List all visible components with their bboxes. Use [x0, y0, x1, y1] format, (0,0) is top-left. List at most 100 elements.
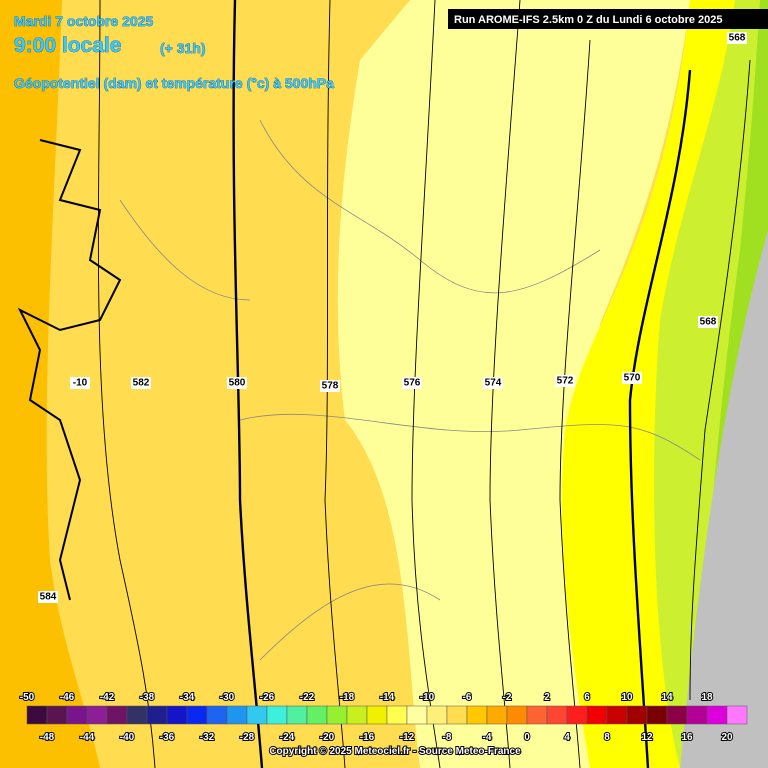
colorbar-label: -16 [360, 732, 375, 743]
colorbar-cell [666, 705, 688, 725]
colorbar-cell [686, 705, 708, 725]
contour-label: 578 [322, 381, 339, 392]
colorbar-label: -32 [200, 732, 215, 743]
isohypse [489, 0, 521, 768]
isohypse [97, 0, 156, 768]
run-box [448, 9, 768, 29]
colorbar-label: 14 [661, 692, 673, 703]
time: 9:00 locale [14, 34, 121, 57]
colorbar-label: -8 [443, 732, 452, 743]
contour-label-bg [38, 591, 58, 603]
colorbar-cell [126, 705, 148, 725]
colorbar-label: -12 [400, 732, 415, 743]
contour-label-bg [131, 377, 151, 389]
subtitle: Géopotentiel (dam) et température (°c) à… [14, 75, 334, 91]
contour-label: 574 [485, 378, 502, 389]
colorbar-cell [186, 705, 208, 725]
contour-label-bg [227, 377, 247, 389]
colorbar-label: -18 [340, 692, 355, 703]
lead: (+ 31h) [160, 40, 206, 56]
colorbar-label: -36 [160, 732, 175, 743]
colorbar-label: 8 [604, 732, 610, 743]
contour-label-bg [402, 377, 422, 389]
colorbar-label: -6 [463, 692, 472, 703]
copyright: Copyright © 2025 Meteociel.fr - Source M… [269, 746, 521, 757]
colorbar-label: -48 [40, 732, 55, 743]
colorbar-label: -42 [100, 692, 115, 703]
contour-label-bg [483, 377, 503, 389]
colorbar-cell [386, 705, 408, 725]
colorbar-cell [226, 705, 248, 725]
colorbar-cell [526, 705, 548, 725]
colorbar-cell [166, 705, 188, 725]
contour-label: 570 [624, 373, 641, 384]
zone-outside [680, 230, 768, 768]
contour-label: 584 [40, 592, 57, 603]
colorbar-label: 6 [584, 692, 590, 703]
colorbar-label: -22 [300, 692, 315, 703]
contour-label-bg [698, 316, 718, 328]
colorbar-label: -34 [180, 692, 195, 703]
colorbar-label: -30 [220, 692, 235, 703]
isohypse [411, 0, 441, 768]
colorbar-cell [466, 705, 488, 725]
contour-label: 568 [700, 317, 717, 328]
colorbar-cell [646, 705, 668, 725]
contour-label-bg [70, 377, 90, 389]
contour-label: 582 [133, 378, 150, 389]
colorbar-label: -10 [420, 692, 435, 703]
colorbar-cell [406, 705, 428, 725]
colorbar-cell [146, 705, 168, 725]
contour-label: 568 [729, 33, 746, 44]
colorbar-cell [326, 705, 348, 725]
contour-label: 572 [557, 376, 574, 387]
colorbar-cell [706, 705, 728, 725]
colorbar-cell [446, 705, 468, 725]
date: Mardi 7 octobre 2025 [14, 13, 153, 29]
colorbar-label: -24 [280, 732, 295, 743]
colorbar-label: -50 [20, 692, 35, 703]
colorbar-label: 2 [544, 692, 550, 703]
colorbar-label: -4 [483, 732, 492, 743]
colorbar-label: 10 [621, 692, 633, 703]
colorbar-cell [206, 705, 228, 725]
borders [119, 119, 701, 661]
colorbar-cell [306, 705, 328, 725]
isohypse [628, 69, 692, 768]
contour-label: 580 [229, 378, 246, 389]
zone-pale [337, 0, 600, 768]
colorbar-cell [26, 705, 48, 725]
colorbar-label: 18 [701, 692, 713, 703]
colorbar-cell [366, 705, 388, 725]
colorbar-label: -14 [380, 692, 395, 703]
colorbar-cell [426, 705, 448, 725]
colorbar-cell [506, 705, 528, 725]
contour-label: 576 [404, 378, 421, 389]
contour-label-bg [555, 375, 575, 387]
colorbar-cell [566, 705, 588, 725]
contour-label-bg [727, 32, 747, 44]
contour-label: -10 [73, 378, 88, 389]
isohypse [689, 59, 751, 701]
colorbar-cell [626, 705, 648, 725]
colorbar-cell [606, 705, 628, 725]
colorbar-cell [486, 705, 508, 725]
colorbar-label: -20 [320, 732, 335, 743]
colorbar-label: -38 [140, 692, 155, 703]
colorbar-cell [286, 705, 308, 725]
isohypse [324, 0, 346, 768]
colorbar-label: -28 [240, 732, 255, 743]
colorbar-cell [66, 705, 88, 725]
colorbar-label: 0 [524, 732, 530, 743]
colorbar-cell [726, 705, 748, 725]
colorbar-label: -26 [260, 692, 275, 703]
colorbar-label: -2 [503, 692, 512, 703]
colorbar-cell [586, 705, 608, 725]
colorbar-label: 4 [564, 732, 570, 743]
colorbar-cell [266, 705, 288, 725]
colorbar-cell [106, 705, 128, 725]
zone-orange [0, 0, 100, 768]
colorbar-label: -40 [120, 732, 135, 743]
contour-label-bg [622, 372, 642, 384]
